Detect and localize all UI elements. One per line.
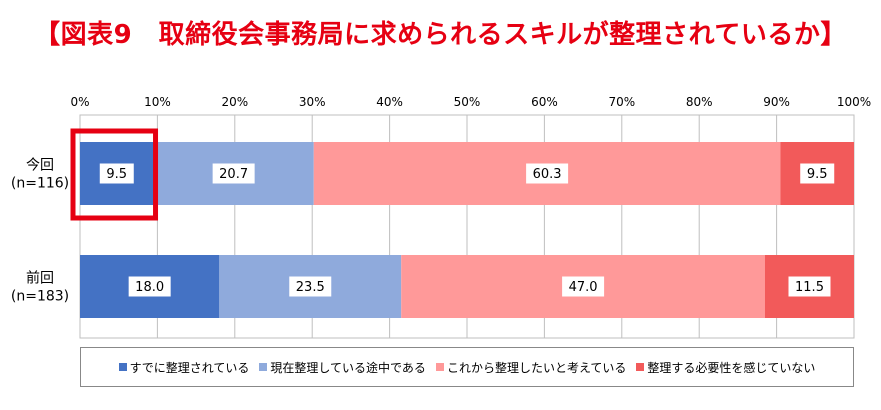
- category-label: 今回: [26, 158, 54, 174]
- data-label-box: [289, 276, 332, 297]
- x-tick-label: 10%: [144, 95, 171, 109]
- chart-legend: すでに整理されている 現在整理している途中である これから整理したいと考えている 整理…: [80, 347, 854, 387]
- data-label-box: [99, 163, 134, 184]
- x-tick-label: 50%: [454, 95, 481, 109]
- highlight-box: [70, 128, 159, 221]
- category-sublabel: (n=183): [11, 289, 69, 305]
- category-label: 前回: [26, 270, 54, 287]
- x-tick-label: 70%: [608, 95, 635, 109]
- legend-item: 現在整理している途中である: [259, 359, 426, 376]
- data-label: 47.0: [569, 280, 598, 295]
- data-label: 60.3: [533, 167, 562, 182]
- legend-label: すでに整理されている: [129, 360, 250, 375]
- legend-label: 現在整理している途中である: [270, 360, 426, 375]
- legend-swatch: [259, 363, 268, 371]
- data-label: 11.5: [795, 280, 824, 295]
- data-label-box: [788, 276, 831, 297]
- chart-title: 【図表9 取締役会事務局に求められるスキルが整理されているか】: [34, 20, 847, 50]
- data-label-box: [562, 276, 605, 297]
- legend-item: これから整理したいと考えている: [435, 359, 627, 376]
- x-tick-label: 60%: [531, 95, 558, 109]
- legend-label: 整理する必要性を感じていない: [647, 360, 816, 375]
- x-tick-label: 90%: [763, 95, 790, 109]
- data-label: 23.5: [296, 280, 325, 295]
- x-tick-label: 20%: [221, 95, 248, 109]
- data-label-box: [526, 163, 569, 184]
- data-label: 9.5: [807, 167, 828, 182]
- x-tick-label: 0%: [70, 95, 89, 109]
- x-tick-label: 80%: [686, 95, 713, 109]
- legend-item: すでに整理されている: [118, 359, 250, 376]
- data-label: 18.0: [135, 280, 164, 295]
- legend-item: 整理する必要性を感じていない: [636, 359, 815, 376]
- x-tick-label: 40%: [376, 95, 403, 109]
- stacked-bar-chart: 0% 10% 20% 30% 40% 50% 60% 70% 80% 90% 100% 9.5 20.7…: [11, 95, 871, 339]
- legend-swatch: [118, 363, 127, 371]
- legend-swatch: [435, 363, 444, 371]
- legend-swatch: [636, 363, 645, 371]
- category-sublabel: (n=116): [11, 176, 69, 192]
- data-label-box: [800, 163, 835, 184]
- legend-label: これから整理したいと考えている: [446, 360, 627, 375]
- x-tick-label: 30%: [299, 95, 326, 109]
- data-label: 20.7: [219, 167, 248, 182]
- data-label-box: [128, 276, 171, 297]
- x-tick-label: 100%: [837, 95, 871, 109]
- data-label-box: [212, 163, 255, 184]
- data-label: 9.5: [106, 167, 127, 182]
